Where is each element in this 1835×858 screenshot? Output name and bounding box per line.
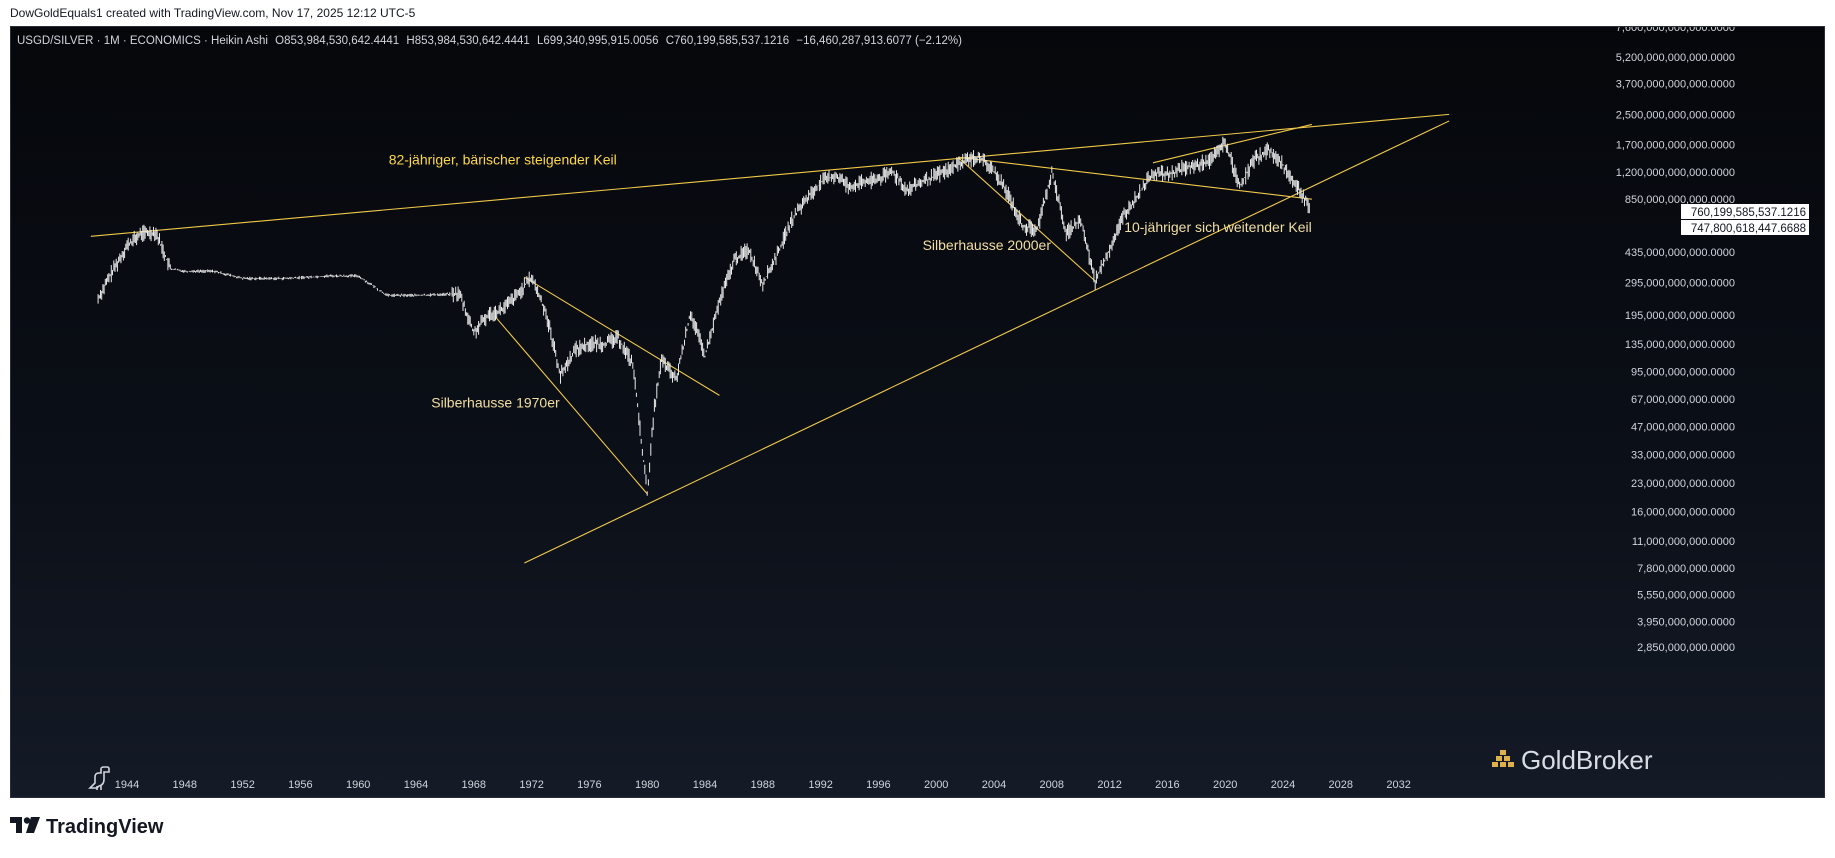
y-tick-label: 3,700,000,000,000.0000 [1616, 79, 1735, 91]
x-tick-label: 1964 [404, 779, 428, 791]
x-tick-label: 1960 [346, 779, 370, 791]
annotation-label: Silberhausse 2000er [923, 237, 1052, 253]
annotation-label: 10-jähriger sich weitender Keil [1124, 219, 1312, 235]
annotation-label: 82-jähriger, bärischer steigender Keil [389, 152, 617, 168]
x-tick-label: 1984 [693, 779, 717, 791]
trendline-4 [957, 156, 1312, 200]
y-tick-label: 3,950,000,000.0000 [1637, 616, 1735, 628]
y-tick-label: 2,500,000,000,000.0000 [1616, 109, 1735, 121]
x-tick-label: 2008 [1040, 779, 1064, 791]
x-tick-label: 1980 [635, 779, 659, 791]
y-tick-label: 47,000,000,000.0000 [1631, 422, 1735, 434]
y-tick-label: 67,000,000,000.0000 [1631, 394, 1735, 406]
annotations: 82-jähriger, bärischer steigender Keil Si… [389, 152, 1312, 411]
gold-bars-icon [1491, 745, 1515, 776]
dino-icon[interactable] [87, 765, 113, 797]
goldbroker-logo: GoldBroker [1491, 745, 1653, 776]
x-tick-label: 1944 [115, 779, 139, 791]
annotation-label: Silberhausse 1970er [431, 395, 560, 411]
trendline-6 [1152, 123, 1313, 164]
y-tick-label: 850,000,000,000.0000 [1625, 194, 1735, 206]
x-tick-label: 2016 [1155, 779, 1179, 791]
y-tick-label: 7,800,000,000.0000 [1637, 563, 1735, 575]
x-tick-label: 2028 [1329, 779, 1353, 791]
trendlines [90, 113, 1450, 564]
y-tick-label: 11,000,000,000.0000 [1632, 536, 1735, 548]
y-tick-label: 1,200,000,000,000.0000 [1616, 167, 1735, 179]
x-tick-label: 2012 [1097, 779, 1121, 791]
x-tick-label: 1976 [577, 779, 601, 791]
x-tick-label: 2000 [924, 779, 948, 791]
price-candles [97, 136, 1310, 496]
ohlc-legend: USGD/SILVER · 1M · ECONOMICS · Heikin As… [17, 35, 966, 47]
tradingview-logo[interactable]: TradingView [10, 816, 163, 839]
chart-credit: DowGoldEquals1 created with TradingView.… [10, 6, 416, 20]
price-label: 747,800,618,447.6688 [1691, 223, 1806, 235]
high-value: H853,984,530,642.4441 [406, 35, 530, 47]
x-tick-label: 1956 [288, 779, 312, 791]
chart-area[interactable]: 7,600,000,000,000.0000 5,200,000,000,000.… [10, 26, 1825, 798]
x-tick-label: 1948 [173, 779, 197, 791]
trendline-5 [957, 156, 1096, 282]
open-value: O853,984,530,642.4441 [275, 35, 400, 47]
y-tick-label: 95,000,000,000.0000 [1631, 366, 1735, 378]
y-axis: 7,600,000,000,000.0000 5,200,000,000,000.… [1616, 27, 1735, 654]
y-tick-label: 1,700,000,000,000.0000 [1616, 140, 1735, 152]
y-tick-label: 2,850,000,000.0000 [1637, 642, 1735, 654]
chart-svg[interactable]: 7,600,000,000,000.0000 5,200,000,000,000.… [11, 27, 1825, 798]
change-value: −16,460,287,913.6077 (−2.12%) [796, 35, 962, 47]
y-tick-label: 135,000,000,000.0000 [1625, 339, 1735, 351]
trendline-2 [524, 276, 720, 396]
tradingview-logo-icon [10, 817, 40, 838]
y-tick-label: 295,000,000,000.0000 [1625, 277, 1735, 289]
x-tick-label: 1996 [866, 779, 890, 791]
y-tick-label: 16,000,000,000.0000 [1631, 506, 1735, 518]
price-labels: 760,199,585,537.1216 747,800,618,447.6688 [1681, 204, 1809, 235]
price-label: 760,199,585,537.1216 [1691, 207, 1806, 219]
goldbroker-text: GoldBroker [1521, 745, 1653, 775]
low-value: L699,340,995,915.0056 [537, 35, 659, 47]
symbol-label[interactable]: USGD/SILVER · 1M · ECONOMICS · Heikin As… [17, 35, 268, 47]
price-label-box [1681, 204, 1809, 219]
x-tick-label: 1952 [230, 779, 254, 791]
trendline-3 [495, 316, 648, 495]
y-tick-label: 23,000,000,000.0000 [1631, 478, 1735, 490]
x-tick-label: 2004 [982, 779, 1006, 791]
x-tick-label: 1988 [751, 779, 775, 791]
close-value: C760,199,585,537.1216 [665, 35, 790, 47]
x-tick-label: 2032 [1386, 779, 1410, 791]
x-tick-label: 2020 [1213, 779, 1237, 791]
x-tick-label: 1968 [462, 779, 486, 791]
x-tick-label: 1972 [519, 779, 543, 791]
candles [97, 136, 1310, 496]
price-label-box [1681, 220, 1809, 235]
y-tick-label: 33,000,000,000.0000 [1631, 450, 1735, 462]
x-tick-label: 1992 [808, 779, 832, 791]
y-tick-label: 7,600,000,000,000.0000 [1616, 27, 1735, 34]
trendline-0 [90, 113, 1450, 237]
y-tick-label: 5,550,000,000.0000 [1637, 590, 1735, 602]
tradingview-text: TradingView [46, 816, 164, 838]
x-tick-label: 2024 [1271, 779, 1295, 791]
x-axis: 1944 1948 1952 1956 1960 1964 1968 1972 1976 1980… [115, 779, 1411, 791]
y-tick-label: 5,200,000,000,000.0000 [1616, 52, 1735, 64]
y-tick-label: 435,000,000,000.0000 [1625, 247, 1735, 259]
trendline-1 [524, 120, 1450, 564]
y-tick-label: 195,000,000,000.0000 [1625, 310, 1735, 322]
